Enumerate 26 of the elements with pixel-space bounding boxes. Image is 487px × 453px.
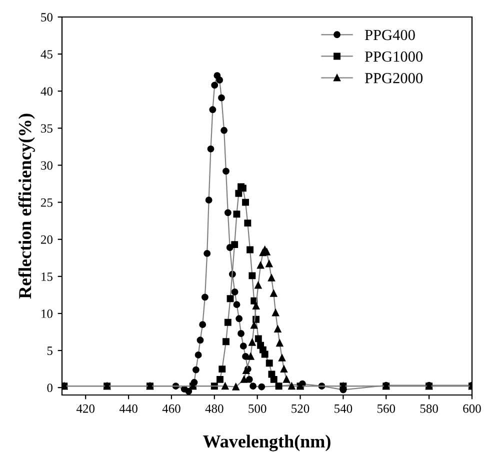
legend-label: PPG400 [364,30,415,40]
y-tick-label: 50 [41,13,52,22]
y-axis-title: Reflection efficiency(%) [18,114,35,299]
x-tick-label: 560 [377,404,396,413]
x-tick-label: 480 [205,404,224,413]
x-tick-label: 440 [119,404,138,413]
y-tick-label: 30 [41,161,52,170]
y-tick-label: 25 [41,198,52,207]
y-tick-label: 35 [41,124,52,133]
x-tick-label: 500 [248,404,266,413]
x-tick-label: 600 [463,404,481,413]
x-tick-label: 420 [76,404,95,413]
x-tick-label: 580 [420,404,438,413]
y-tick-label: 20 [41,235,52,244]
x-tick-label: 540 [334,404,352,413]
y-tick-label: 0 [47,384,52,392]
x-axis-title: Wavelength(nm) [203,434,330,452]
y-tick-label: 15 [42,272,52,281]
y-tick-label: 5 [47,346,52,355]
x-tick-label: 460 [162,404,180,413]
legend-label: PPG2000 [364,72,423,84]
legend-label: PPG1000 [364,51,423,62]
x-tick-label: 520 [292,404,310,413]
y-tick-label: 10 [42,309,52,318]
y-tick-label: 45 [40,50,52,59]
y-tick-label: 40 [40,87,52,96]
